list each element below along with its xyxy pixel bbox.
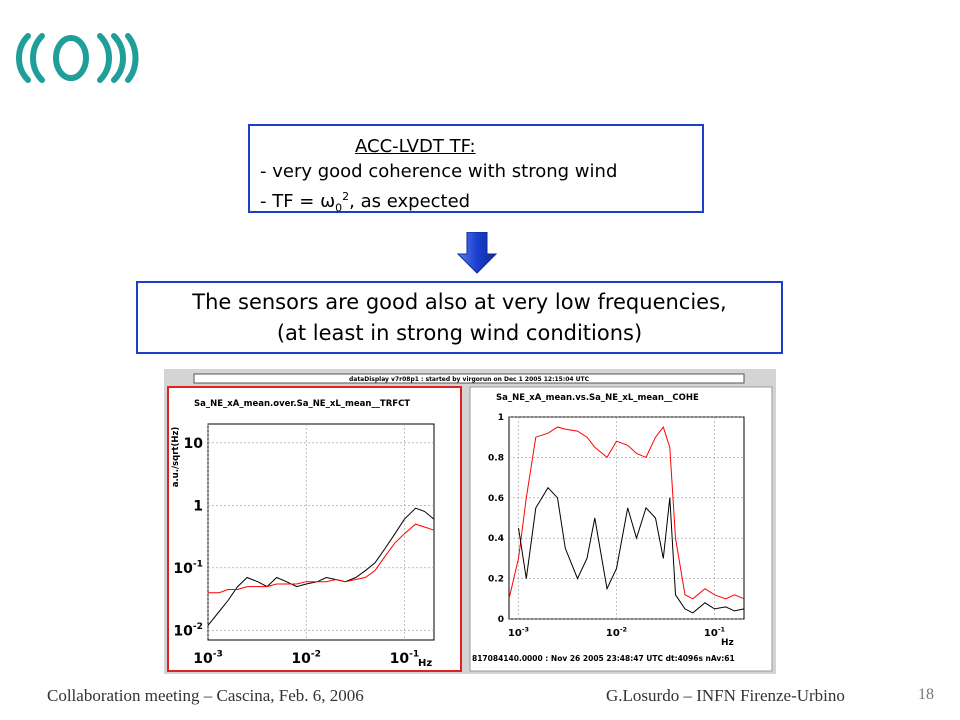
right-y-tick-label: 1: [498, 413, 504, 423]
omega-symbol: ω: [320, 191, 336, 212]
conclusion-line-2: (at least in strong wind conditions): [276, 321, 643, 345]
formula-prefix: - TF =: [260, 191, 321, 212]
right-x-tick-label: 10-1: [704, 626, 726, 640]
left-y-tick-label: 10-2: [173, 622, 203, 639]
tf-line-formula: - TF = ω02, as expected: [260, 184, 692, 221]
left-series-red: [208, 523, 435, 594]
right-series-black: [518, 486, 745, 614]
right-y-tick-label: 0.6: [488, 494, 504, 504]
omega-subscript: 0: [335, 201, 343, 215]
omega-superscript: 2: [342, 190, 350, 203]
left-y-tick-label: 1: [193, 498, 203, 514]
left-grid: [207, 424, 434, 640]
right-y-tick-label: 0.8: [488, 453, 504, 463]
tf-summary-box: ACC-LVDT TF: - very good coherence with …: [248, 124, 704, 215]
right-y-tick-label: 0: [498, 615, 504, 625]
right-plot-title: Sa_NE_xA_mean.vs.Sa_NE_xL_mean__COHE: [496, 393, 699, 403]
footer-author: G.Losurdo – INFN Firenze-Urbino: [606, 686, 845, 705]
right-plot-area: [508, 416, 745, 620]
formula-suffix: , as expected: [349, 191, 471, 212]
footer-meeting: Collaboration meeting – Cascina, Feb. 6,…: [47, 686, 364, 705]
right-tick-labels: 10-3 10-2 10-1 0 0.2 0.4 0.6 0.8 1: [488, 413, 725, 639]
right-series: [508, 426, 745, 614]
right-x-axis-label: Hz: [721, 638, 734, 648]
right-x-tick-label: 10-3: [508, 626, 529, 640]
conclusion-line-1: The sensors are good also at very low fr…: [192, 290, 727, 314]
page-number: 18: [918, 686, 934, 703]
left-series: [207, 507, 435, 626]
right-y-tick-label: 0.2: [488, 575, 504, 585]
down-arrow-icon: [457, 232, 497, 274]
datadisplay-plots: dataDisplay v7r08p1 : started by virgoru…: [164, 369, 776, 674]
left-series-black: [207, 507, 435, 626]
right-x-tick-label: 10-2: [606, 626, 627, 640]
left-plot-title: Sa_NE_xA_mean.over.Sa_NE_xL_mean__TRFCT: [194, 399, 410, 409]
right-y-tick-label: 0.4: [488, 534, 504, 544]
tf-line-coherence: - very good coherence with strong wind: [260, 161, 618, 182]
header-bar-text: dataDisplay v7r08p1 : started by virgoru…: [349, 376, 590, 383]
left-tick-labels: 10-3 10-2 10-1 10 1 10-1 10-2: [173, 436, 419, 667]
left-x-tick-label: 10-1: [390, 650, 420, 667]
left-x-axis-label: Hz: [418, 658, 432, 669]
header-bar: [193, 373, 745, 384]
left-y-tick-label: 10: [184, 436, 204, 452]
left-x-tick-label: 10-2: [291, 650, 321, 667]
left-y-tick-label: 10-1: [173, 560, 203, 577]
conclusion-box: The sensors are good also at very low fr…: [136, 281, 783, 354]
left-y-axis-label: a.u./sqrt(Hz): [171, 427, 181, 488]
left-x-tick-label: 10-3: [193, 650, 223, 667]
left-plot-area: [207, 423, 435, 641]
tf-heading: ACC-LVDT TF:: [355, 136, 476, 157]
right-series-red: [508, 426, 745, 600]
virgo-logo: [16, 33, 139, 83]
right-grid: [509, 416, 744, 620]
right-plot-footer: 817084140.0000 : Nov 26 2005 23:48:47 UT…: [472, 654, 735, 663]
